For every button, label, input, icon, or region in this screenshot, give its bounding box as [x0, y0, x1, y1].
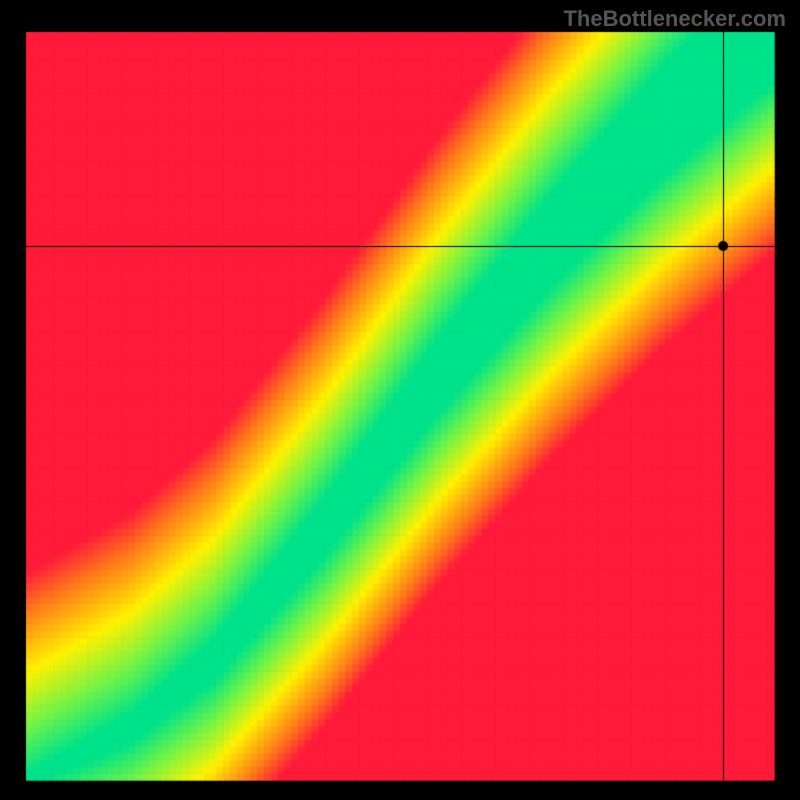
watermark-text: TheBottlenecker.com: [563, 6, 786, 32]
bottleneck-heatmap: [0, 0, 800, 800]
bottleneck-chart-container: TheBottlenecker.com: [0, 0, 800, 800]
